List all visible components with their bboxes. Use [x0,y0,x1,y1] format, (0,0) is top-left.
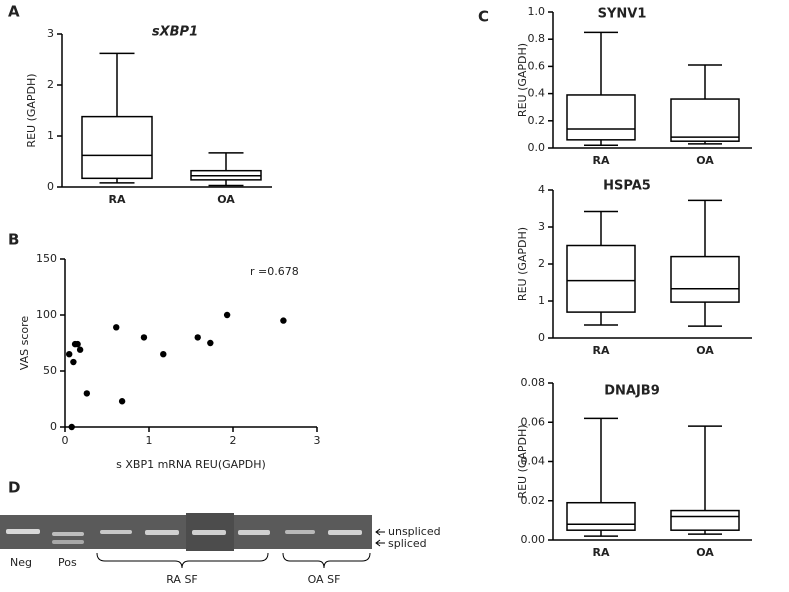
x-tick-label: 0 [62,434,69,447]
gel-band [145,530,179,535]
x-tick-label: 2 [230,434,237,447]
chart-title: sXBP1 [152,25,198,40]
band-arrow [375,528,385,547]
y-tick-label: 100 [36,308,57,321]
point [280,317,287,324]
gel-band [328,530,362,535]
x-tick-label: 3 [314,434,321,447]
lane-label: Pos [58,556,77,569]
x-axis-label: s XBP1 mRNA REU(GAPDH) [116,458,266,471]
group-brace [282,552,371,569]
y-tick-label: 0.08 [521,376,546,389]
y-tick-label: 1 [538,294,545,307]
x-tick-label: OA [217,193,235,206]
x-tick-label: OA [696,154,714,167]
y-tick-label: 0.4 [528,87,546,100]
y-tick-label: 4 [538,183,545,196]
y-tick-label: 0.8 [528,32,546,45]
annotation: r =0.678 [250,265,299,278]
group-label: OA SF [308,573,341,586]
band-label: spliced [388,537,427,550]
gel-band [100,530,132,534]
y-axis-label: REU (GAPDH) [25,73,38,147]
y-tick-label: 1 [47,129,54,142]
point [118,398,126,405]
y-tick-label: 1.0 [528,5,546,18]
gel-band [52,540,84,544]
box [566,244,636,313]
point [160,351,167,358]
y-axis-label: REU (GAPDH) [516,424,529,498]
point [70,358,77,366]
box [670,255,740,303]
panel-letter: D [8,479,20,497]
box [566,94,636,141]
x-tick-label: RA [593,546,610,559]
point [66,351,73,358]
point [113,324,120,331]
panel-letter: C [478,8,489,26]
point [83,390,91,397]
panel-letter: B [8,231,19,249]
y-tick-label: 0.0 [528,141,546,154]
y-tick-label: 0.04 [521,455,546,468]
x-tick-label: RA [593,154,610,167]
box [670,98,740,142]
y-tick-label: 2 [47,78,54,91]
x-tick-label: RA [109,193,126,206]
y-tick-label: 0.2 [528,114,546,127]
group-brace [96,552,269,569]
point [68,423,75,431]
x-tick-label: 1 [146,434,153,447]
x-tick-label: OA [696,546,714,559]
y-tick-label: 50 [43,364,57,377]
gel-band [285,530,315,534]
point [223,311,231,319]
group-label: RA SF [166,573,198,586]
y-tick-label: 2 [538,257,545,270]
point [194,334,201,341]
y-tick-label: 0 [538,331,545,344]
y-tick-label: 3 [47,27,54,40]
box [81,115,153,180]
point [140,334,148,341]
gel-band [238,530,270,535]
y-tick-label: 3 [538,220,545,233]
gel: Neg Pos RA SF OA SF unspliced spliced [0,513,441,586]
box [566,501,636,531]
y-tick-label: 0 [50,420,57,433]
panel-letter: A [8,3,20,21]
y-tick-label: 0 [47,180,54,193]
y-tick-label: 0.00 [521,533,546,546]
y-axis-label: REU (GAPDH) [516,43,529,117]
y-tick-label: 0.02 [521,494,546,507]
chart-title: HSPA5 [603,179,651,194]
gel-band [52,532,84,536]
y-axis-label: REU (GAPDH) [516,227,529,301]
y-tick-label: 0.06 [521,415,546,428]
x-tick-label: OA [696,344,714,357]
gel-band [192,530,226,535]
point [207,339,214,347]
chart-title: SYNV1 [598,7,647,22]
y-axis-label: VAS score [18,316,31,371]
point [74,340,81,348]
point [76,346,84,353]
chart-title: DNAJB9 [604,384,660,399]
box [670,509,740,531]
y-tick-label: 150 [36,252,57,265]
x-tick-label: RA [593,344,610,357]
lane-label: Neg [10,556,32,569]
gel-band [6,529,40,534]
band-label: unspliced [388,525,441,538]
y-tick-label: 0.6 [528,59,546,72]
